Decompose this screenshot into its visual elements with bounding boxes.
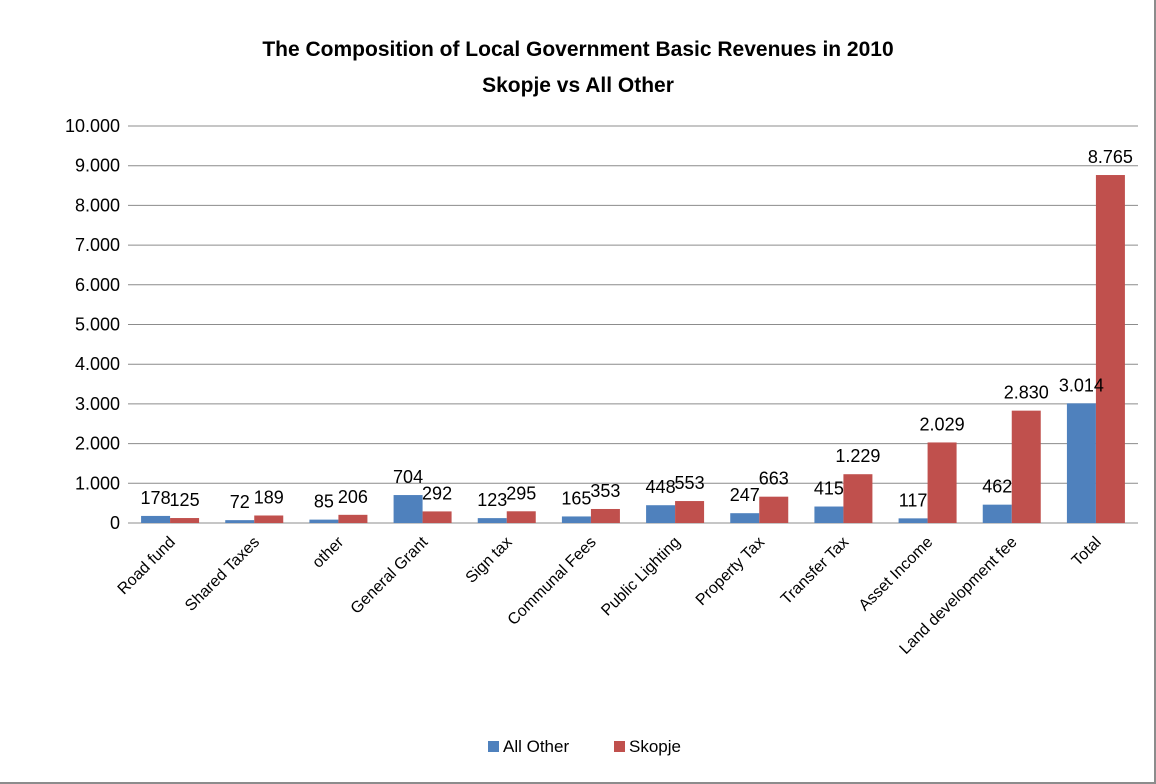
x-tick-label: Property Tax [693, 534, 768, 609]
x-tick-label: Shared Taxes [182, 534, 263, 615]
data-label: 462 [982, 477, 1012, 497]
data-label: 72 [230, 492, 250, 512]
y-tick-label: 7.000 [75, 235, 120, 255]
bar-all-other [898, 518, 928, 523]
bar-all-other [561, 516, 591, 523]
data-label: 3.014 [1059, 375, 1104, 395]
y-tick-label: 0 [110, 513, 120, 533]
y-tick-label: 2.000 [75, 434, 120, 454]
bar-skopje [170, 518, 200, 523]
x-tick-label: Asset Income [856, 534, 937, 615]
chart-title: The Composition of Local Government Basi… [262, 38, 893, 61]
data-label: 165 [561, 488, 591, 508]
data-label: 85 [314, 492, 334, 512]
y-tick-label: 1.000 [75, 473, 120, 493]
data-label: 704 [393, 467, 423, 487]
data-label: 178 [141, 488, 171, 508]
x-tick-label: Transfer Tax [778, 534, 852, 608]
data-label: 353 [590, 481, 620, 501]
bar-skopje [254, 515, 284, 523]
gridlines [128, 125, 1138, 524]
bar-all-other [730, 513, 760, 523]
y-tick-label: 9.000 [75, 156, 120, 176]
data-label: 1.229 [835, 446, 880, 466]
y-axis-ticks: 0 1.000 2.000 3.000 4.000 5.000 6.000 7.000 8.00… [65, 116, 120, 533]
x-tick-label: Road fund [115, 534, 179, 598]
x-tick-label: Communal Fees [505, 534, 600, 629]
bar-all-other [309, 519, 339, 523]
bar-all-other [646, 505, 676, 523]
data-label: 189 [254, 487, 284, 507]
bar-skopje [675, 501, 705, 523]
bar-skopje [1095, 175, 1125, 524]
bar-skopje [1011, 410, 1041, 523]
bar-all-other [1066, 403, 1096, 523]
data-label: 2.830 [1004, 383, 1049, 403]
data-label: 292 [422, 483, 452, 503]
bar-skopje [843, 474, 873, 523]
legend: All Other Skopje [488, 737, 681, 756]
data-label: 8.765 [1088, 147, 1133, 167]
x-tick-label: Public Lighting [598, 534, 684, 620]
x-tick-label: other [309, 533, 347, 571]
bars [141, 175, 1125, 524]
data-label: 206 [338, 487, 368, 507]
legend-swatch [614, 741, 625, 752]
y-tick-label: 4.000 [75, 354, 120, 374]
bar-all-other [814, 506, 844, 523]
chart-subtitle: Skopje vs All Other [482, 74, 674, 97]
bar-skopje [422, 511, 452, 523]
y-tick-label: 6.000 [75, 275, 120, 295]
x-tick-label: Sign tax [463, 534, 516, 587]
bar-all-other [141, 515, 171, 523]
y-tick-label: 3.000 [75, 394, 120, 414]
x-axis-labels: Road fund Shared Taxes other General Grant S… [115, 533, 1105, 657]
bar-skopje [590, 508, 620, 523]
legend-label: Skopje [629, 737, 681, 756]
bar-all-other [477, 518, 507, 523]
y-tick-label: 5.000 [75, 315, 120, 335]
data-label: 125 [170, 490, 200, 510]
x-tick-label: Total [1069, 534, 1105, 570]
data-label: 123 [477, 490, 507, 510]
x-tick-label: General Grant [348, 533, 432, 617]
bar-all-other [225, 520, 255, 523]
bar-skopje [506, 511, 536, 523]
data-label: 415 [814, 479, 844, 499]
bar-skopje [759, 496, 789, 523]
data-label: 295 [506, 483, 536, 503]
data-label: 448 [646, 477, 676, 497]
data-label: 553 [675, 473, 705, 493]
bar-all-other [393, 495, 423, 523]
data-label: 117 [899, 490, 928, 510]
data-label: 2.029 [920, 414, 965, 434]
y-tick-label: 10.000 [65, 116, 120, 136]
y-tick-label: 8.000 [75, 195, 120, 215]
data-label: 247 [730, 485, 760, 505]
bar-skopje [927, 442, 957, 523]
legend-swatch [488, 741, 499, 752]
bar-skopje [338, 514, 368, 523]
data-label: 663 [759, 469, 789, 489]
bar-all-other [982, 504, 1012, 523]
legend-label: All Other [503, 737, 569, 756]
